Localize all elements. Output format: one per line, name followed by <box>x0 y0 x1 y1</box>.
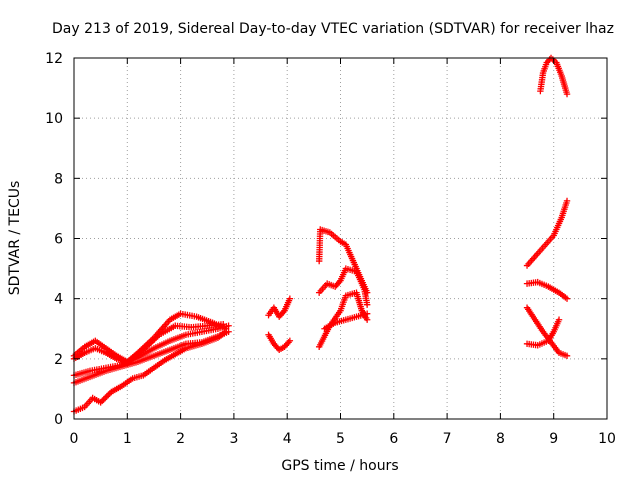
series-track-16 <box>537 54 571 98</box>
series-track-7 <box>265 331 294 354</box>
x-tick-label: 3 <box>229 431 238 447</box>
x-tick-label: 6 <box>389 431 398 447</box>
series-track-11 <box>321 310 371 332</box>
data-point <box>555 316 563 323</box>
x-tick-label: 9 <box>549 431 558 447</box>
data-point <box>563 197 571 205</box>
data-point <box>563 295 571 302</box>
series-track-5 <box>70 328 230 415</box>
x-tick-label: 4 <box>283 431 292 447</box>
y-tick-label: 6 <box>54 232 63 248</box>
data-point <box>222 328 230 335</box>
y-tick-label: 12 <box>45 51 63 67</box>
x-tick-label: 0 <box>70 431 79 447</box>
data-point <box>286 337 294 344</box>
data-point <box>563 352 571 360</box>
data-point <box>363 316 371 323</box>
data-points <box>70 54 571 415</box>
data-point <box>98 397 106 405</box>
data-point <box>103 393 110 400</box>
series-track-12 <box>523 197 571 269</box>
series-track-14 <box>523 304 571 360</box>
data-point <box>225 322 232 329</box>
data-point <box>105 391 112 399</box>
x-tick-label: 2 <box>176 431 185 447</box>
series-track-15 <box>523 316 563 349</box>
axis-ticks <box>73 57 608 420</box>
data-point <box>363 301 371 308</box>
x-tick-label: 7 <box>443 431 452 447</box>
series-track-9 <box>315 265 371 308</box>
data-point <box>563 90 571 98</box>
x-tick-label: 5 <box>336 431 345 447</box>
x-tick-label: 10 <box>598 431 616 447</box>
y-tick-label: 10 <box>45 111 63 127</box>
y-tick-label: 0 <box>54 412 63 428</box>
x-tick-label: 1 <box>123 431 132 447</box>
x-tick-label: 8 <box>496 431 505 447</box>
data-point <box>286 295 294 302</box>
data-point <box>363 310 371 317</box>
y-tick-label: 4 <box>54 292 63 308</box>
chart-title: Day 213 of 2019, Sidereal Day-to-day VTE… <box>52 21 614 37</box>
y-axis-label: SDTVAR / TECUs <box>7 181 23 296</box>
y-tick-label: 2 <box>54 352 63 368</box>
y-tick-labels: 0 2 4 6 8 10 12 <box>45 51 63 428</box>
series-track-6 <box>265 295 294 320</box>
x-tick-labels: 0 1 2 3 4 5 6 7 8 9 10 <box>70 431 616 447</box>
data-point <box>102 394 109 402</box>
y-tick-label: 8 <box>54 171 63 187</box>
series-track-13 <box>523 278 571 302</box>
x-axis-label: GPS time / hours <box>281 458 398 474</box>
